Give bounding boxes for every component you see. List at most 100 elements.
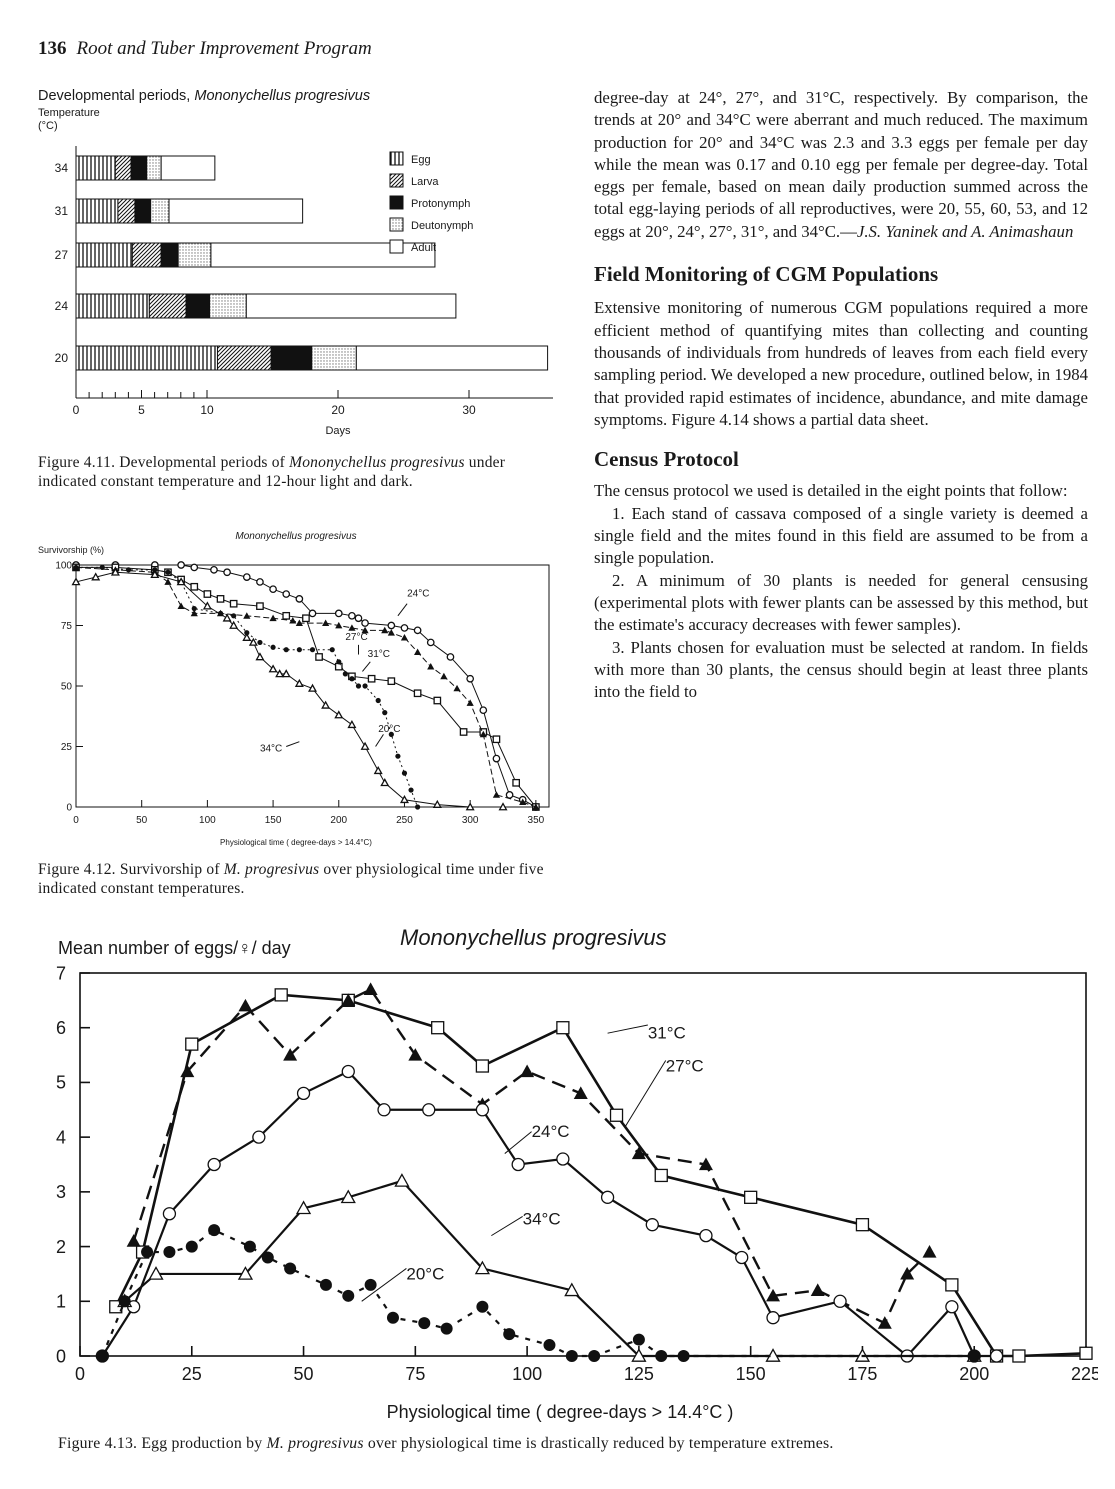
fig412-series-34c-point [255, 652, 265, 661]
fig412-series-31c-point [400, 634, 409, 641]
fig413-title: Mononychellus progresivus [400, 925, 667, 950]
fig413-series-24c-point [341, 1064, 355, 1079]
fig412-series-27c-point [459, 728, 468, 736]
fig413-series-20c-point [476, 1300, 489, 1313]
fig413-xtick-100: 100 [512, 1364, 542, 1384]
fig412-series-24c-point [426, 638, 435, 647]
fig413-chart: Mean number of eggs/♀/ day Mononychellus … [56, 925, 1098, 1422]
fig413-xtick-225: 225 [1071, 1364, 1098, 1384]
fig412-xlabel: Physiological time ( degree-days > 14.4°… [220, 838, 372, 847]
fig413-label-leader [625, 1060, 667, 1127]
fig413-xtick-75: 75 [405, 1364, 425, 1384]
fig411-bar-24-larva [148, 293, 187, 319]
fig413-series-24c-point [645, 1218, 659, 1232]
fig413-series-31c-point [744, 1190, 758, 1204]
fig412-ytick-25: 25 [61, 742, 73, 753]
fig412-series-34c-point [248, 637, 258, 646]
fig412-series-27c-point [216, 595, 225, 603]
fig412-series-31c-point [479, 730, 487, 738]
fig413-series-24c-point [377, 1103, 391, 1117]
fig412-series-31c-point [519, 798, 527, 806]
fig412-series-34c-point [229, 620, 239, 629]
fig413-label-leader [504, 1131, 532, 1154]
fig412-series-label-27c: 27°C [345, 632, 367, 643]
fig412-series-34c-point [110, 567, 120, 576]
fig411-bar-34-deutonymph [146, 155, 162, 181]
fig412-series-34c-line [75, 571, 504, 808]
fig412-series-34c-point [281, 669, 291, 678]
fig412-series-20c-point [73, 564, 79, 571]
fig412-series-31c-point [427, 663, 435, 670]
fig412-series-34c-point [373, 765, 383, 775]
fig413-label-leader [491, 1216, 523, 1237]
fig413-series-27c-point [238, 998, 253, 1012]
fig413-series-24c-point [600, 1190, 615, 1204]
fig412-series-20c-point [283, 647, 289, 653]
fig413-series-20c-point [185, 1240, 198, 1253]
fig412-series-24c-point [177, 561, 185, 569]
fig413-ytick-1: 1 [56, 1292, 66, 1312]
fig412-xtick-100: 100 [199, 815, 216, 826]
fig413-series-20c-point [386, 1311, 399, 1324]
fig411-legend-swatch-egg [389, 151, 404, 166]
fig413-xtick-50: 50 [294, 1364, 314, 1384]
fig413-series-31c-point [556, 1021, 570, 1035]
fig412-series-27c-point [315, 653, 323, 661]
fig413-xtick-150: 150 [736, 1364, 766, 1384]
fig413-caption: Figure 4.13. Egg production by M. progre… [58, 1435, 834, 1452]
fig412-series-20c-point [355, 683, 362, 689]
fig413-series-34c-point [237, 1266, 254, 1280]
fig412-caption: Figure 4.12. Survivorship of M. progresi… [38, 861, 544, 897]
fig413-xlabel: Physiological time ( degree-days > 14.4°… [387, 1402, 734, 1422]
fig413-series-label-27c: 27°C [666, 1056, 704, 1075]
fig411-legend-label-larva: Larva [411, 176, 439, 188]
fig413-xtick-25: 25 [182, 1364, 202, 1384]
fig413-series-label-24c: 24°C [532, 1122, 570, 1141]
fig412-series-31c-point [295, 619, 303, 626]
fig412-ytick-75: 75 [61, 621, 73, 632]
fig413-plot-frame [79, 972, 1087, 1357]
fig413-series-20c-point [655, 1350, 668, 1362]
fig412-series-27c-point [256, 602, 264, 610]
fig413-series-24c-point [162, 1207, 177, 1221]
fig411-legend-label-egg: Egg [411, 154, 431, 166]
fig412-series-20c-point [342, 671, 348, 677]
fig412-series-20c-point [244, 630, 250, 636]
page-header: 136 Root and Tuber Improvement Program [38, 38, 372, 60]
fig412-series-31c-point [177, 602, 185, 610]
fig413-series-27c-line [132, 987, 931, 1325]
fig411-bar-31-deutonymph [150, 198, 170, 224]
fig413-series-27c-point [363, 982, 378, 996]
fig411-ytick-27: 27 [55, 248, 69, 262]
fig413-series-20c-point [565, 1350, 578, 1362]
fig413-ylabel: Mean number of eggs/♀/ day [58, 938, 291, 958]
fig411-legend-label-deutonymph: Deutonymph [411, 220, 473, 232]
fig413-series-27c-point [900, 1266, 915, 1280]
fig411-bar-31-protonymph [134, 198, 152, 224]
fig412-series-31c-point [466, 699, 474, 706]
fig411-bar-34-protonymph [130, 155, 148, 181]
fig412-series-24c-point [210, 565, 218, 574]
fig411-ylabel: Temperature [38, 108, 100, 119]
fig412-series-27c-point [190, 582, 199, 591]
fig412-ytick-50: 50 [61, 682, 73, 693]
fig411-bar-27-larva [131, 242, 162, 268]
fig412-series-24c-point [295, 595, 304, 603]
fig411-ytick-24: 24 [55, 299, 69, 313]
fig412-series-34c-point [222, 613, 232, 622]
fig411-bar-24-adult [245, 293, 457, 319]
fig412-series-34c-point [465, 802, 475, 811]
fig413-series-31c-point [609, 1108, 624, 1122]
fig413-series-31c-point [654, 1168, 668, 1183]
fig413-series-24c-point [296, 1086, 311, 1101]
fig411-chart: Temperature(°C) 34 31 27 24 20 0 5 10 20 30 Days Egg… [38, 108, 553, 437]
fig413-series-20c-point [543, 1339, 556, 1352]
fig413-series-31c-line [114, 993, 1087, 1358]
paragraph-3: The census protocol we used is detailed … [594, 481, 1068, 501]
fig413-series-20c-point [364, 1278, 377, 1291]
fig412-series-31c-point [322, 619, 330, 626]
fig411-legend-label-protonymph: Protonymph [411, 198, 470, 210]
fig411-bar-27-protonymph [160, 242, 179, 268]
fig411-bar-24-egg [75, 293, 150, 319]
fig412-xtick-300: 300 [462, 815, 479, 826]
